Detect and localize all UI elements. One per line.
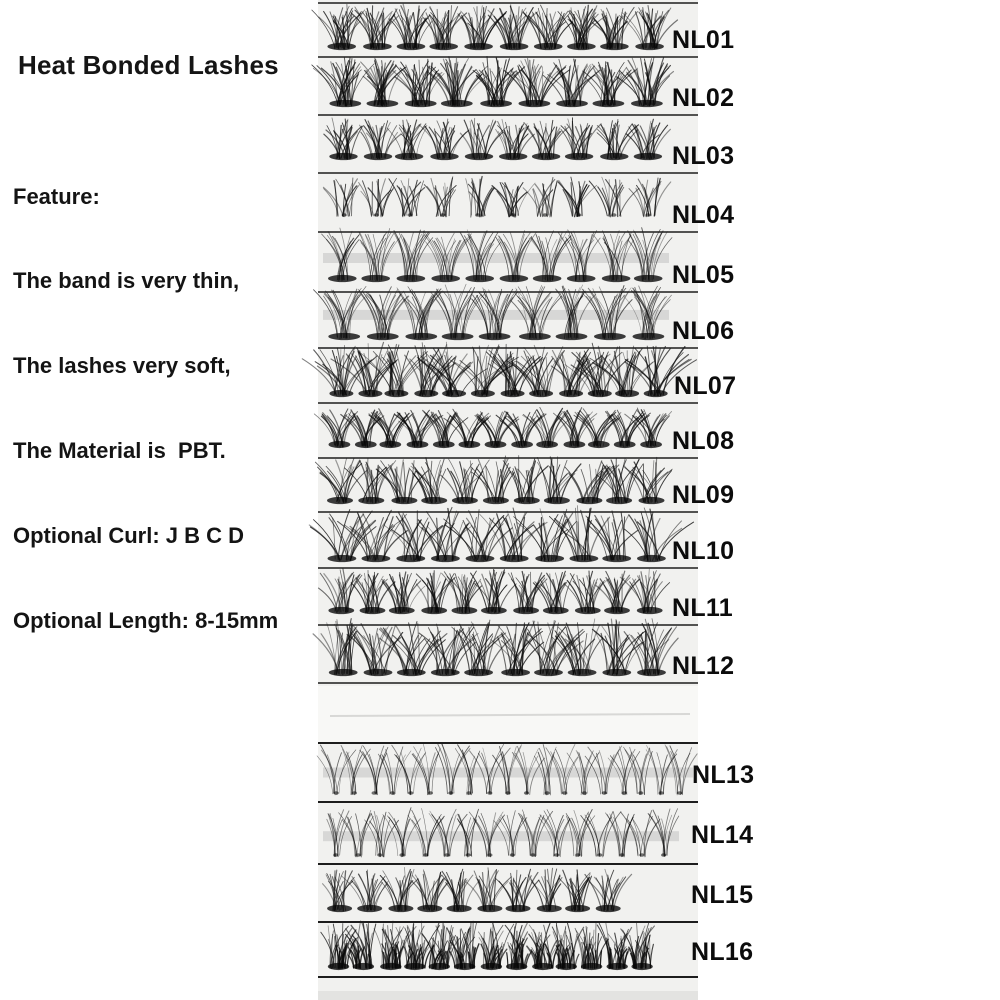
lash-row-label: NL08 — [672, 427, 735, 455]
tray-edge-line — [329, 713, 691, 717]
lash-strip-nl16 — [320, 920, 655, 971]
feature-line: The Material is PBT. — [13, 438, 226, 464]
separator-lines — [318, 2, 698, 979]
lash-strip-nl03 — [323, 117, 671, 161]
lash-strip-nl12 — [312, 618, 679, 677]
feature-heading: Feature: — [13, 183, 100, 209]
feature-line: The band is very thin, — [13, 268, 240, 294]
lash-row-label: NL04 — [672, 201, 735, 229]
lash-strip-nl02 — [311, 55, 675, 108]
lash-strip-nl09 — [314, 455, 673, 505]
adhesive-tape-band — [323, 253, 669, 263]
lash-row-label: NL09 — [672, 481, 735, 509]
feature-line: Optional Curl: J B C D — [13, 523, 244, 549]
lash-row-label: NL14 — [691, 821, 754, 849]
lash-row-label: NL13 — [692, 760, 755, 789]
lash-row-label: NL01 — [672, 26, 735, 54]
lash-strip-nl13 — [316, 742, 698, 796]
lash-strip-nl05 — [321, 227, 673, 283]
lash-strip-nl07 — [301, 341, 697, 398]
lash-row-label: NL16 — [691, 937, 754, 966]
lash-strip-nl01 — [311, 3, 679, 51]
lash-row-label: NL06 — [672, 317, 735, 345]
feature-line: Optional Length: 8-15mm — [13, 608, 279, 634]
lash-strip-nl14 — [323, 807, 680, 858]
adhesive-tape-band — [323, 767, 693, 778]
lash-strip-nl10 — [308, 505, 695, 563]
lash-row-label: NL12 — [672, 652, 735, 680]
lash-row-label: NL11 — [672, 594, 733, 622]
lash-strip-nl08 — [313, 406, 673, 449]
lash-strip-nl15 — [322, 867, 633, 913]
feature-line: The lashes very soft, — [13, 353, 231, 379]
photo-bottom-shade — [318, 991, 698, 1000]
feature-block: Feature: The band is very thin, The lash… — [13, 126, 278, 692]
lash-row-label: NL05 — [672, 261, 735, 289]
lash-strip-nl11 — [317, 568, 671, 615]
lash-row-label: NL15 — [691, 881, 754, 909]
lash-row-label: NL07 — [674, 372, 737, 400]
lash-row-label: NL03 — [672, 142, 735, 170]
adhesive-tape-band — [323, 831, 679, 842]
lash-strip-nl04 — [322, 175, 672, 218]
lash-row-label: NL02 — [672, 84, 735, 112]
lash-row-label: NL10 — [672, 537, 735, 565]
product-title: Heat Bonded Lashes — [18, 50, 279, 80]
